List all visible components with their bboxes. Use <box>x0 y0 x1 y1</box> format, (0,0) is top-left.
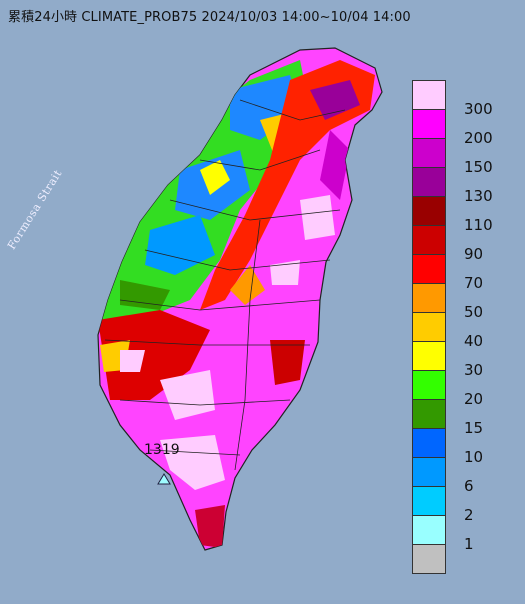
rain-zone-300a <box>300 195 335 240</box>
legend-swatch <box>412 341 446 371</box>
legend-swatch <box>412 283 446 313</box>
rain-zone-300d <box>120 350 145 372</box>
legend-label: 200 <box>464 129 493 147</box>
rain-zone-south-tip <box>195 505 225 548</box>
county-boundaries <box>104 99 346 471</box>
color-legend: 300 200 150 130 110 90 70 50 40 30 20 15 10 6 2 1 <box>412 80 522 574</box>
legend-swatch <box>412 370 446 400</box>
rainfall-shading <box>98 60 375 548</box>
rain-zone-130 <box>310 80 360 120</box>
legend-swatch <box>412 428 446 458</box>
legend-swatch <box>412 254 446 284</box>
rain-zone-15 <box>120 280 170 310</box>
legend-swatch <box>412 486 446 516</box>
rain-zone-90 <box>98 310 210 400</box>
max-station-value: 1319 <box>144 442 180 458</box>
rain-zone-10 <box>230 75 300 140</box>
legend-label: 70 <box>464 274 484 292</box>
rain-zone-6 <box>145 215 215 275</box>
legend-swatch <box>412 196 446 226</box>
legend-label: 2 <box>464 506 474 524</box>
rain-zone-300e <box>160 435 225 490</box>
rain-zone-70 <box>200 60 375 310</box>
rain-zone-30 <box>200 160 230 195</box>
legend-label: 110 <box>464 216 493 234</box>
legend-label: 6 <box>464 477 474 495</box>
legend-swatch <box>412 515 446 545</box>
legend-label: 90 <box>464 245 484 263</box>
rain-zone-50 <box>230 265 265 305</box>
rain-zone-150 <box>320 130 350 200</box>
legend-label: 50 <box>464 303 484 321</box>
legend-label: 20 <box>464 390 484 408</box>
legend-label: 10 <box>464 448 484 466</box>
legend-swatch <box>412 399 446 429</box>
legend-label: 30 <box>464 361 484 379</box>
rain-zone-300c <box>160 370 215 420</box>
legend-label: 40 <box>464 332 484 350</box>
rain-zone-300b <box>270 260 300 285</box>
map-title: 累積24小時 CLIMATE_PROB75 2024/10/03 14:00~1… <box>8 10 411 25</box>
legend-swatch <box>412 312 446 342</box>
legend-label: 150 <box>464 158 493 176</box>
rain-zone-110 <box>270 340 305 385</box>
legend-swatch <box>412 544 446 574</box>
legend-swatch <box>412 225 446 255</box>
legend-label: 1 <box>464 535 474 553</box>
legend-label: 130 <box>464 187 493 205</box>
legend-swatch <box>412 457 446 487</box>
legend-label: 300 <box>464 100 493 118</box>
triangle-marker-icon <box>157 473 171 485</box>
legend-swatch <box>412 80 446 110</box>
legend-swatch <box>412 167 446 197</box>
legend-label: 15 <box>464 419 484 437</box>
legend-swatch <box>412 109 446 139</box>
legend-swatch <box>412 138 446 168</box>
